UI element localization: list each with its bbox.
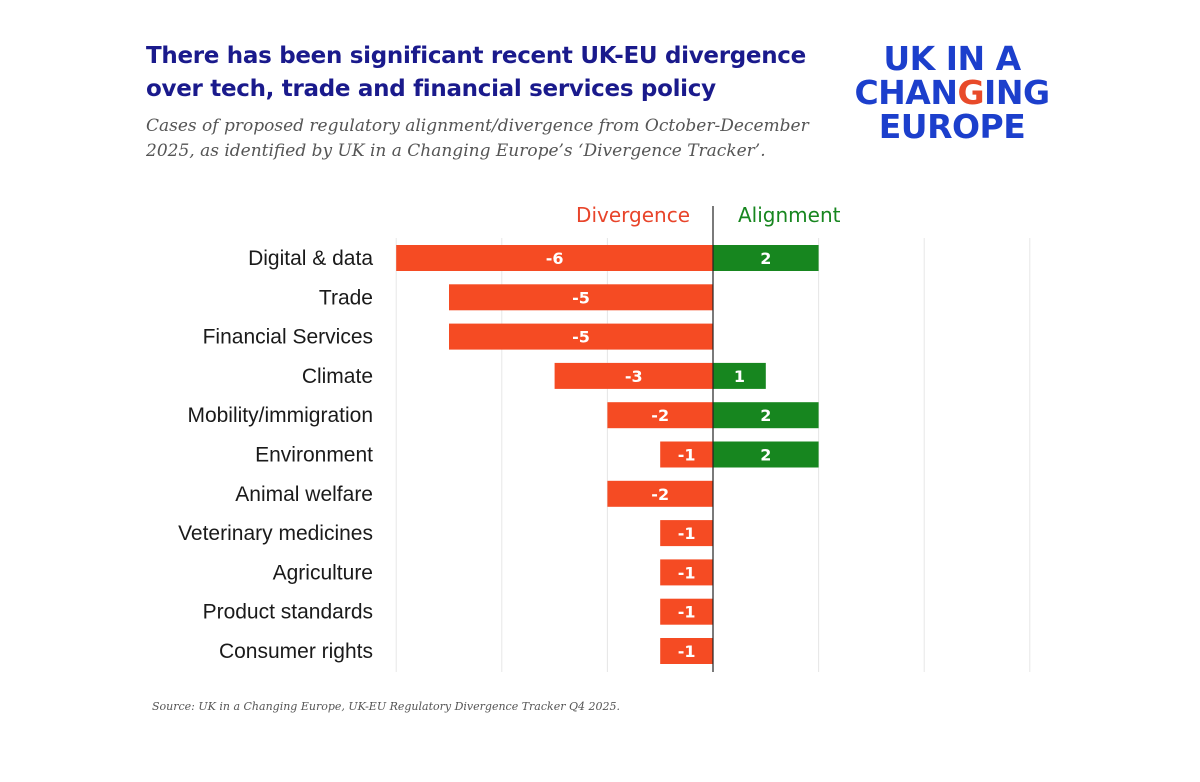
bar-alignment [713,441,819,468]
bars [396,245,819,664]
bar-divergence [607,480,713,507]
data-label: 2 [760,406,771,425]
logo-accent-letter: G [957,73,985,112]
brand-logo: UK IN A CHANGING EUROPE [842,42,1062,144]
category-label: Agriculture [273,561,373,584]
bar-divergence [554,362,713,389]
bar-divergence [660,638,713,664]
chart-subtitle: Cases of proposed regulatory alignment/d… [146,116,809,161]
bar-alignment [713,402,819,429]
data-label: -1 [678,563,696,582]
bar-divergence [449,323,713,350]
category-label: Product standards [203,601,373,624]
bar-divergence [660,441,713,468]
source-note: Source: UK in a Changing Europe, UK-EU R… [152,700,620,713]
bar-alignment [713,362,766,389]
bar-alignment [713,245,819,271]
legend-label-divergence: Divergence [576,203,690,227]
category-label: Animal welfare [235,483,373,506]
bar-divergence [660,520,713,547]
data-label: -1 [678,524,696,543]
category-label: Digital & data [248,247,373,270]
category-label: Consumer rights [219,640,373,663]
logo-line-3: EUROPE [878,107,1026,146]
category-label: Trade [319,286,373,309]
data-label: -6 [546,249,564,268]
chart-title: There has been significant recent UK-EU … [146,43,806,102]
category-label: Climate [302,365,373,388]
data-label: -1 [678,603,696,622]
data-label: -1 [678,642,696,661]
data-label: -5 [572,328,590,347]
logo-line-2: CHANGING [854,73,1050,112]
category-label: Mobility/immigration [187,404,373,427]
gridlines [395,238,1031,672]
labels: Divergence Alignment Digital & data -6 2 Trad… [178,203,841,672]
bar-divergence [396,245,713,271]
category-label: Environment [255,444,373,467]
data-label: -2 [651,485,669,504]
data-label: -3 [625,367,643,386]
data-label: 2 [760,249,771,268]
bar-divergence [660,598,713,625]
data-label: -5 [572,288,590,307]
category-label: Financial Services [203,326,373,349]
data-label: 1 [734,367,745,386]
bar-divergence [607,402,713,429]
logo-line-1: UK IN A [883,39,1021,78]
data-label: -1 [678,446,696,465]
bar-divergence [449,284,713,311]
legend-label-alignment: Alignment [738,203,841,227]
bar-divergence [660,559,713,586]
data-label: 2 [760,446,771,465]
category-label: Veterinary medicines [178,522,373,545]
data-label: -2 [651,406,669,425]
